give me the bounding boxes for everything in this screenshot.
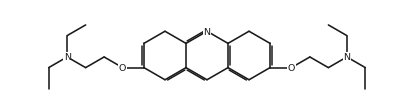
Text: O: O (287, 64, 294, 72)
Text: O: O (119, 64, 126, 72)
Text: N: N (64, 53, 71, 62)
Text: N: N (203, 27, 210, 36)
Text: N: N (342, 53, 349, 62)
